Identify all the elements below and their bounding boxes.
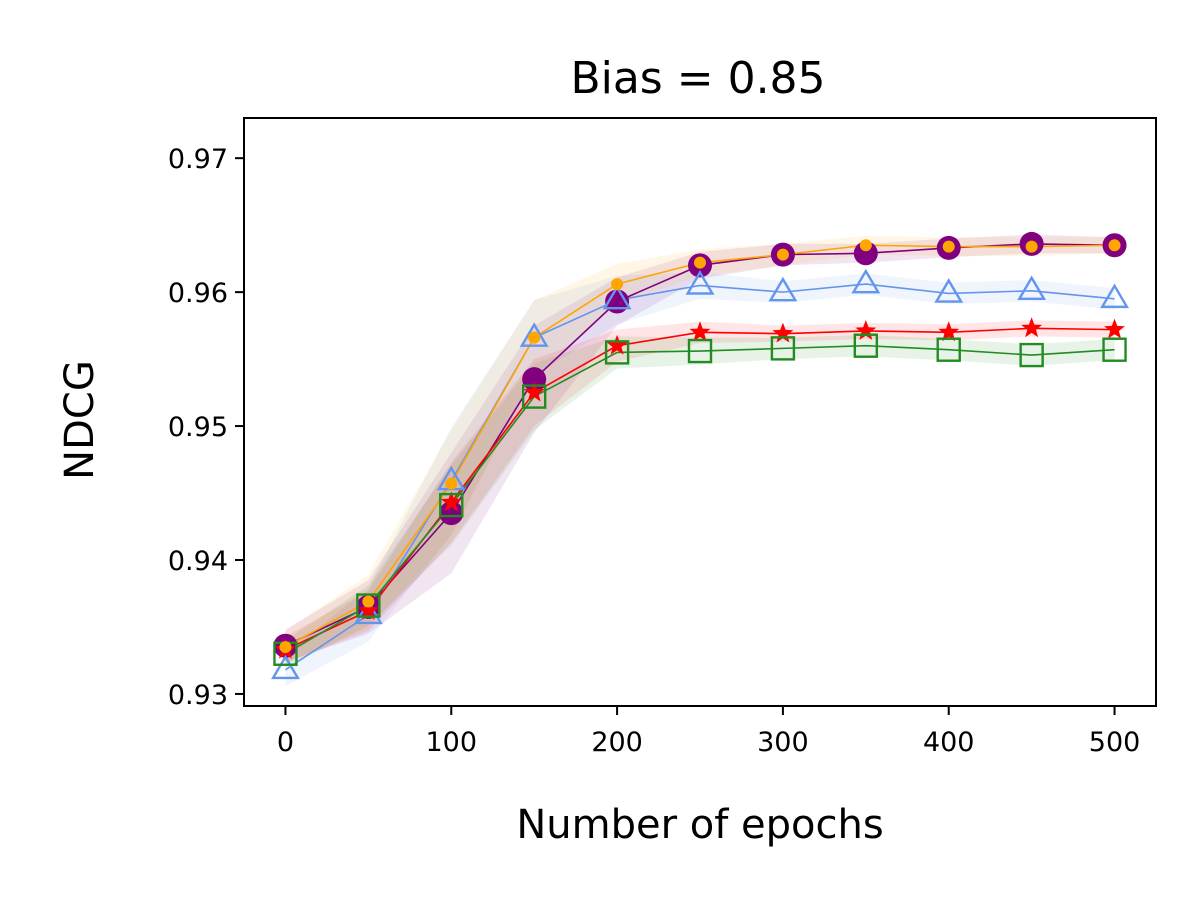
data-point [772,322,794,343]
plot-frame [243,117,1157,707]
x-tick-label: 0 [277,727,294,758]
data-point [853,333,879,358]
data-point [1019,342,1044,368]
series-line [285,344,1115,655]
data-point [353,599,383,625]
data-point [1104,318,1126,339]
x-tick-label: 500 [1089,727,1141,758]
data-point [942,240,955,253]
data-point [1025,240,1038,253]
data-point [938,321,960,342]
data-point [439,501,464,526]
data-point [271,654,300,680]
data-point [687,338,713,364]
data-point [936,337,961,362]
data-point [694,256,706,269]
data-point [1102,337,1127,362]
series-band [285,334,1115,668]
x-tick-label: 300 [757,727,809,758]
series-line [285,283,1115,671]
data-point [362,595,375,608]
x-tick-label: 100 [425,727,477,758]
y-tick-label: 0.95 [168,412,228,443]
data-point [357,599,379,620]
data-point [1021,317,1043,338]
data-point [279,641,292,654]
data-point [776,248,789,261]
data-point [770,336,796,361]
x-axis-label: Number of epochs [516,802,883,848]
x-axis-ticks: 0 100 200 300 400 500 [277,706,1140,758]
data-point [445,477,458,490]
y-axis-ticks: 0.93 0.94 0.95 0.96 0.97 [168,144,244,711]
data-point [602,284,632,310]
data-point [1100,283,1129,309]
y-tick-label: 0.93 [168,680,228,711]
y-tick-label: 0.97 [168,144,228,175]
data-point [768,276,798,302]
series-band [285,272,1115,686]
data-point [356,593,381,618]
x-tick-label: 400 [923,727,975,758]
data-point [606,334,628,355]
data-point [604,340,630,365]
series-markers [271,231,1129,680]
data-point [855,319,877,340]
data-point [439,492,464,518]
data-point [859,239,872,252]
series-band [285,235,1115,664]
data-point [689,321,711,342]
data-point [685,270,715,295]
confidence-bands [285,234,1115,686]
y-tick-label: 0.96 [168,278,228,309]
data-point [853,241,878,266]
data-point [934,278,964,303]
chart-title: Bias = 0.85 [570,53,825,104]
data-point [611,278,624,291]
data-point [1108,239,1121,252]
data-point [523,381,545,402]
data-point [519,322,549,347]
data-point [1017,275,1047,301]
y-axis-label: NDCG [57,360,103,480]
data-point [528,331,541,344]
series-band [285,234,1115,662]
x-tick-label: 200 [591,727,643,758]
data-point [440,491,462,512]
series-lines [285,243,1115,671]
series-band [285,320,1115,664]
data-point [521,384,547,409]
data-point [851,268,881,294]
y-tick-label: 0.94 [168,546,228,577]
